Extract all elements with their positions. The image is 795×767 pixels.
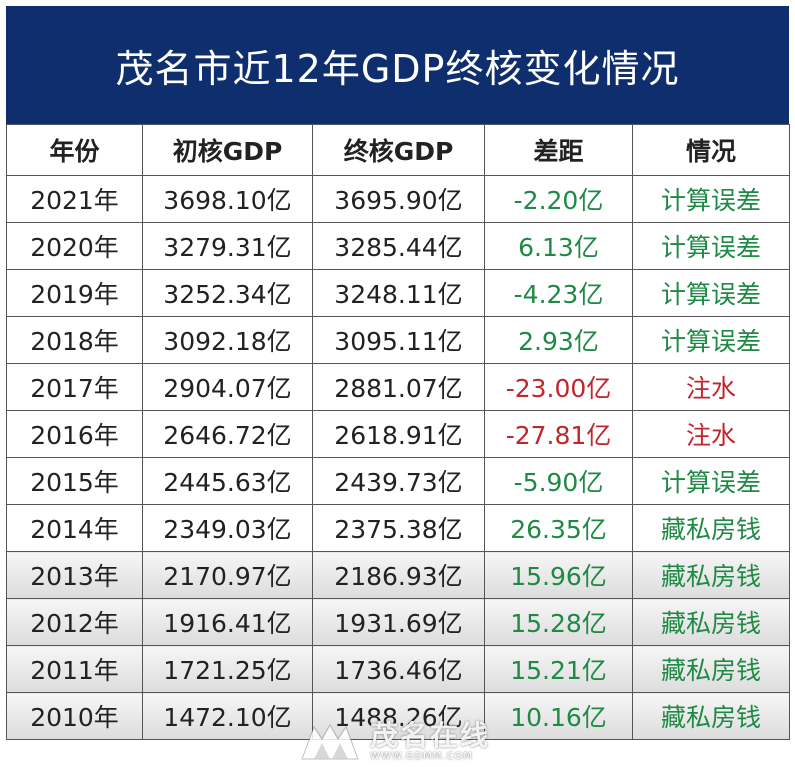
row-year: 2012年 <box>6 598 143 646</box>
row-initial-gdp: 3092.18亿 <box>142 316 313 364</box>
table-row: 2015年 2445.63亿 2439.73亿 -5.90亿 计算误差 <box>6 457 790 505</box>
table-row: 2017年 2904.07亿 2881.07亿 -23.00亿 注水 <box>6 363 790 411</box>
row-initial-gdp: 2646.72亿 <box>142 410 313 458</box>
gdp-table: 年份 初核GDP 终核GDP 差距 情况 2021年 3698.10亿 3695.9… <box>6 124 790 740</box>
row-status: 计算误差 <box>632 269 790 317</box>
row-year: 2014年 <box>6 504 143 552</box>
table-row: 2012年 1916.41亿 1931.69亿 15.28亿 藏私房钱 <box>6 598 790 646</box>
row-final-gdp: 2618.91亿 <box>312 410 485 458</box>
row-final-gdp: 1736.46亿 <box>312 645 485 693</box>
row-initial-gdp: 2170.97亿 <box>142 551 313 599</box>
header-final-gdp: 终核GDP <box>312 124 485 176</box>
row-difference: 15.21亿 <box>484 645 633 693</box>
row-initial-gdp: 1721.25亿 <box>142 645 313 693</box>
table-header-row: 年份 初核GDP 终核GDP 差距 情况 <box>6 124 790 176</box>
header-initial-gdp: 初核GDP <box>142 124 313 176</box>
row-status: 注水 <box>632 363 790 411</box>
row-initial-gdp: 3252.34亿 <box>142 269 313 317</box>
row-year: 2015年 <box>6 457 143 505</box>
row-initial-gdp: 3698.10亿 <box>142 175 313 223</box>
header-year: 年份 <box>6 124 143 176</box>
row-difference: 26.35亿 <box>484 504 633 552</box>
title-banner: 茂名市近12年GDP终核变化情况 <box>6 6 789 124</box>
row-status: 藏私房钱 <box>632 598 790 646</box>
table-row: 2014年 2349.03亿 2375.38亿 26.35亿 藏私房钱 <box>6 504 790 552</box>
row-status: 计算误差 <box>632 457 790 505</box>
row-initial-gdp: 2445.63亿 <box>142 457 313 505</box>
row-final-gdp: 3285.44亿 <box>312 222 485 270</box>
row-difference: -27.81亿 <box>484 410 633 458</box>
table-row: 2021年 3698.10亿 3695.90亿 -2.20亿 计算误差 <box>6 175 790 223</box>
row-status: 计算误差 <box>632 222 790 270</box>
row-final-gdp: 2186.93亿 <box>312 551 485 599</box>
row-initial-gdp: 1472.10亿 <box>142 692 313 740</box>
table-row: 2018年 3092.18亿 3095.11亿 2.93亿 计算误差 <box>6 316 790 364</box>
row-year: 2016年 <box>6 410 143 458</box>
row-final-gdp: 1488.26亿 <box>312 692 485 740</box>
row-initial-gdp: 2904.07亿 <box>142 363 313 411</box>
row-status: 藏私房钱 <box>632 504 790 552</box>
row-status: 藏私房钱 <box>632 692 790 740</box>
row-year: 2010年 <box>6 692 143 740</box>
row-difference: -5.90亿 <box>484 457 633 505</box>
table-row: 2020年 3279.31亿 3285.44亿 6.13亿 计算误差 <box>6 222 790 270</box>
row-difference: 15.28亿 <box>484 598 633 646</box>
row-status: 注水 <box>632 410 790 458</box>
table-row: 2011年 1721.25亿 1736.46亿 15.21亿 藏私房钱 <box>6 645 790 693</box>
row-difference: 6.13亿 <box>484 222 633 270</box>
header-difference: 差距 <box>484 124 633 176</box>
row-difference: -4.23亿 <box>484 269 633 317</box>
row-status: 计算误差 <box>632 175 790 223</box>
row-status: 藏私房钱 <box>632 551 790 599</box>
row-final-gdp: 1931.69亿 <box>312 598 485 646</box>
row-final-gdp: 3248.11亿 <box>312 269 485 317</box>
row-difference: 10.16亿 <box>484 692 633 740</box>
row-status: 计算误差 <box>632 316 790 364</box>
table-row: 2010年 1472.10亿 1488.26亿 10.16亿 藏私房钱 <box>6 692 790 740</box>
row-difference: 2.93亿 <box>484 316 633 364</box>
row-final-gdp: 3095.11亿 <box>312 316 485 364</box>
row-final-gdp: 2439.73亿 <box>312 457 485 505</box>
table-row: 2013年 2170.97亿 2186.93亿 15.96亿 藏私房钱 <box>6 551 790 599</box>
row-year: 2017年 <box>6 363 143 411</box>
row-difference: 15.96亿 <box>484 551 633 599</box>
row-year: 2020年 <box>6 222 143 270</box>
watermark-url: WWW.GDMM.COM <box>370 750 474 762</box>
page-title: 茂名市近12年GDP终核变化情况 <box>115 46 680 91</box>
row-initial-gdp: 2349.03亿 <box>142 504 313 552</box>
row-difference: -23.00亿 <box>484 363 633 411</box>
row-final-gdp: 2375.38亿 <box>312 504 485 552</box>
row-initial-gdp: 3279.31亿 <box>142 222 313 270</box>
row-year: 2021年 <box>6 175 143 223</box>
row-status: 藏私房钱 <box>632 645 790 693</box>
table-row: 2019年 3252.34亿 3248.11亿 -4.23亿 计算误差 <box>6 269 790 317</box>
row-difference: -2.20亿 <box>484 175 633 223</box>
row-year: 2013年 <box>6 551 143 599</box>
header-status: 情况 <box>632 124 790 176</box>
row-final-gdp: 2881.07亿 <box>312 363 485 411</box>
row-initial-gdp: 1916.41亿 <box>142 598 313 646</box>
table-row: 2016年 2646.72亿 2618.91亿 -27.81亿 注水 <box>6 410 790 458</box>
row-year: 2011年 <box>6 645 143 693</box>
row-year: 2018年 <box>6 316 143 364</box>
row-year: 2019年 <box>6 269 143 317</box>
row-final-gdp: 3695.90亿 <box>312 175 485 223</box>
